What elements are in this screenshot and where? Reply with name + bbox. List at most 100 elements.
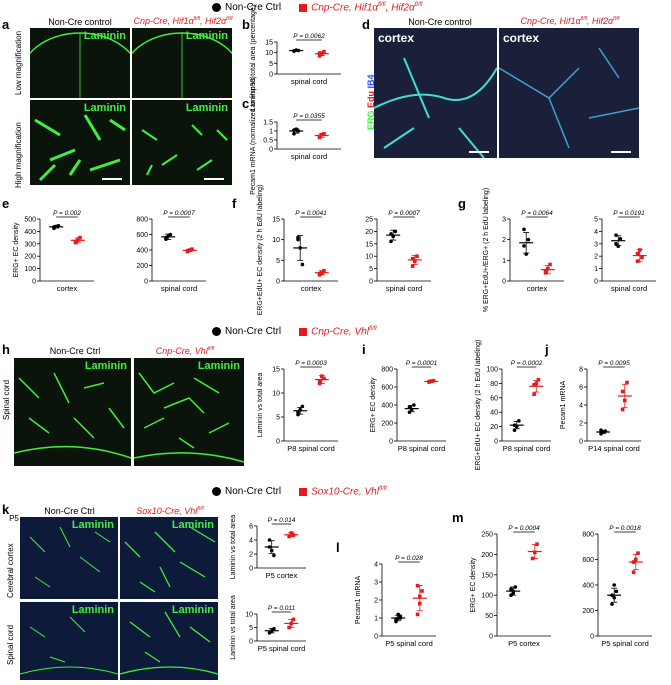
ctrl-point [513,585,518,589]
y-tick-label: 10 [265,50,273,57]
laminin-label: Laminin [83,30,126,42]
chart-k1: 0 2 4 6 Laminin vs total area P5 cortex P = 0.… [230,515,306,580]
x-axis-label: spinal cord [386,284,422,293]
y-tick-label: 800 [381,367,393,374]
ctrl-point [267,538,272,542]
p-value-label: P = 0.014 [268,517,296,524]
control-dot-icon [212,3,221,13]
panel-label-b: b [242,17,250,32]
panel-d-mut-text2: , Hif2α [587,16,614,26]
panel-a-row1-label: Low magnification [14,30,23,95]
y-tick-label: 2 [502,237,506,244]
y-tick-label: 80 [490,381,498,388]
panel-k-row2-label: Spinal cord [6,624,15,665]
y-tick-label: 1.5 [263,120,273,127]
panel-d-image-mut: cortex [499,28,639,158]
x-axis-label: P5 spinal cord [601,639,649,648]
panel-a-row2-label: High magnification [14,122,23,188]
x-axis-label: P8 spinal cord [287,444,335,453]
ctrl-point [389,232,393,236]
mut-point [317,379,322,383]
y-tick-label: 15 [265,40,273,47]
x-axis-label: cortex [57,284,78,293]
ctrl-point [300,262,305,267]
laminin-label: Laminin [84,360,127,372]
y-tick-label: 150 [481,572,493,579]
y-tick-label: 20 [365,229,373,236]
ctrl-point [614,242,618,246]
p-value-label: P = 0.0191 [613,210,645,217]
y-tick-label: 15 [272,367,280,374]
y-axis-label: Pecam1 mRNA [355,576,362,625]
ctrl-point [168,232,173,237]
ctrl-point [616,244,620,249]
legend-ctrl-label: Non-Cre Ctrl [225,326,282,338]
mut-point [634,557,638,562]
mut-point [635,251,640,256]
mutant-square-icon [299,487,308,496]
mut-point [625,380,629,385]
panel-h-mut-sup: fl/fl [207,346,215,352]
mut-point [322,131,326,136]
y-tick-label: 200 [136,263,148,270]
ctrl-point [412,403,416,407]
y-tick-label: 0 [269,72,273,79]
mut-point [623,398,627,403]
p-value-label: P = 0.0004 [508,525,540,532]
y-tick-label: 400 [381,403,393,410]
scale-bar [204,178,224,180]
y-tick-label: 2 [594,254,598,261]
y-tick-label: 0 [494,439,498,446]
y-tick-label: 1 [269,129,273,136]
y-tick-label: 1 [594,266,598,273]
y-tick-label: 5 [276,415,280,422]
panel-k-image-ctrl-cortex: Laminin [20,517,118,599]
y-tick-label: 600 [136,232,148,239]
mut-point [427,379,431,384]
panel-d-ctrl-title: Non-Cre control [408,17,472,27]
mut-point [76,238,80,242]
mut-point [322,268,326,273]
y-tick-label: 0 [276,439,280,446]
panel-label-j: j [545,342,549,357]
mutant-square-icon [299,327,308,336]
chart-m1: 0 50 100 150 200 250 ERG+ EC density P5 cortex P… [470,525,551,648]
panel-label-c: c [242,96,250,111]
ctrl-point [296,237,300,242]
chart-b: 0 5 10 15 Laminin vs total area (percentage)… [250,5,341,111]
y-tick-label: 15 [365,241,373,248]
panel-h-image-ctrl: Laminin [14,358,131,466]
x-axis-label: P5 spinal cord [385,639,433,648]
ctrl-point [394,618,398,622]
mut-point [320,374,324,378]
legend-mut-sup: fl/fl [377,2,386,8]
laminin-label: Laminin [171,604,214,616]
panel-h-mut-title: Cnp-Cre, Vhlfl/fl [130,346,240,356]
scale-bar [611,151,631,153]
ctrl-point [614,233,618,237]
p-value-label: P = 0.0095 [598,360,630,367]
y-tick-label: 0 [594,279,598,286]
panel-a-mut-text: Cnp-Cre, Hif1α [133,16,194,26]
y-tick-label: 3 [594,241,598,248]
y-tick-label: 800 [582,532,594,539]
y-tick-label: 4 [594,229,598,236]
ctrl-point [612,583,616,587]
chart-k2: 0 5 10 Laminin vs total area P5 spinal cord P… [230,595,306,660]
panel-k-image-mut-cortex: Laminin [120,517,218,599]
y-axis-label: Laminin vs total area [257,373,264,438]
panel-h-image-mut: Laminin [134,358,244,466]
y-tick-label: 400 [136,248,148,255]
panel-label-i: i [362,342,366,357]
ctrl-point [298,408,302,412]
y-axis-label: ERG+EdU+ EC density (2 h EdU labeling) [475,340,482,471]
ctrl-point [610,602,614,606]
legend-mut-label: Cnp-Cre, Vhl [311,326,369,338]
mut-point [413,259,417,263]
mut-point [287,625,291,630]
ctrl-point [296,129,301,133]
control-dot-icon [212,487,221,497]
ctrl-point [526,237,531,242]
y-tick-label: 100 [481,593,493,600]
chart-h: 0 5 10 15 Laminin vs total area P8 spinal cor… [257,360,338,453]
